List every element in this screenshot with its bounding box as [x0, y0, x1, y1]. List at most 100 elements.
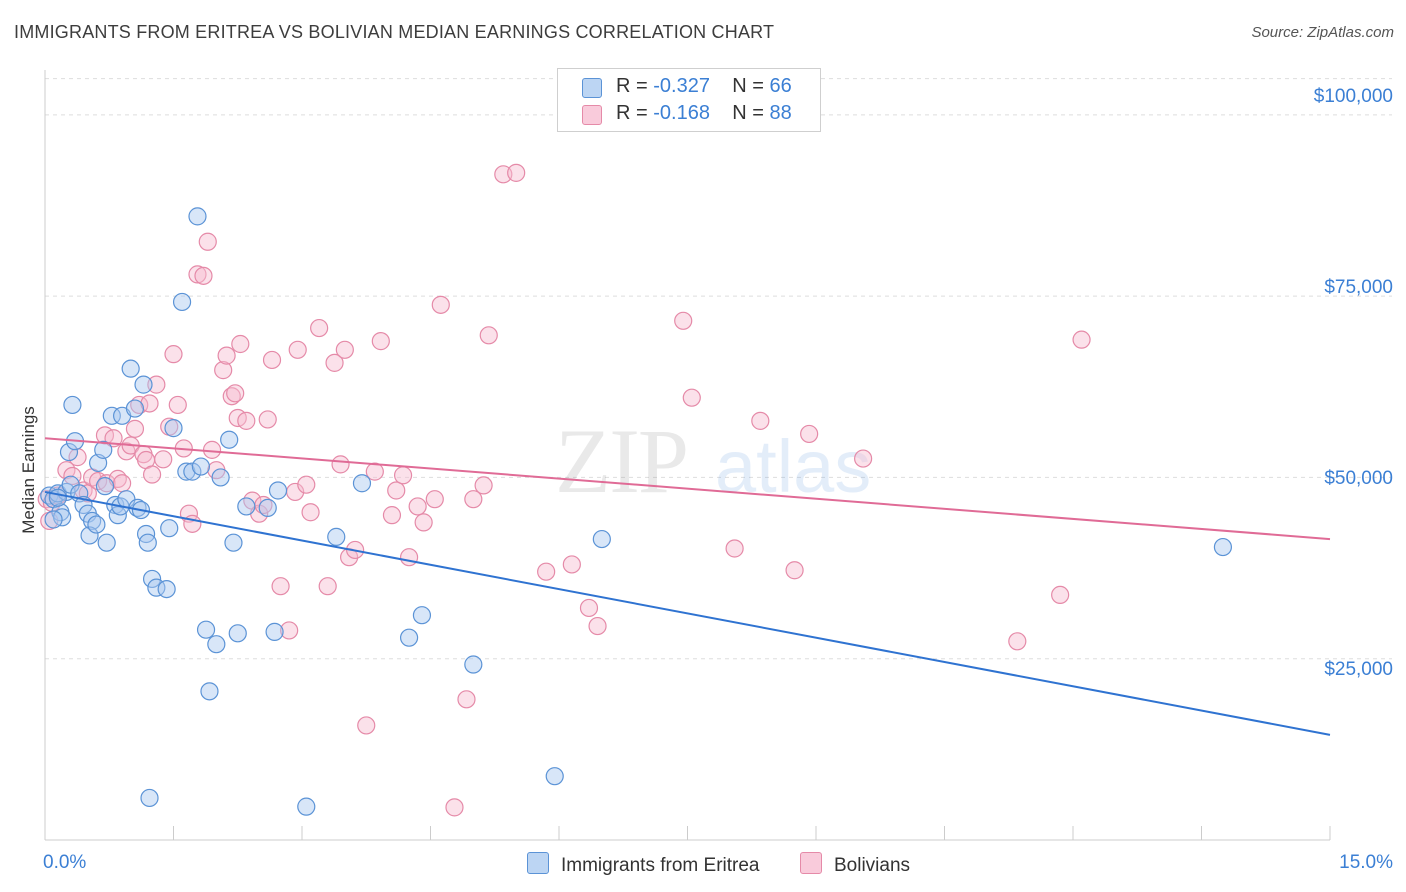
legend-r-value-eritrea: -0.327: [653, 75, 710, 97]
watermark-zip: ZIP: [555, 410, 687, 512]
bolivia-point-58: [331, 455, 350, 474]
eritrea-point-61: [140, 788, 159, 808]
y-axis-label: Median Earnings: [19, 406, 38, 534]
eritrea-point-19: [97, 533, 116, 552]
legend-swatch-eritrea: [582, 78, 602, 98]
eritrea-point-6: [59, 442, 79, 462]
axes: [44, 70, 1330, 841]
bolivia-point-84: [674, 311, 693, 330]
bolivia-point-77: [479, 326, 498, 345]
y-tick-label-50000: $50,000: [1324, 468, 1393, 489]
eritrea-point-63: [1213, 537, 1233, 557]
eritrea-point-59: [545, 767, 564, 786]
bolivia-point-88: [785, 561, 804, 580]
bolivia-point-63: [365, 462, 384, 481]
bolivia-point-62: [357, 716, 376, 735]
x-tick-marks: [44, 826, 1331, 840]
eritrea-point-48: [224, 533, 243, 552]
bolivia-point-24: [147, 375, 166, 394]
bolivia-point-57: [325, 353, 344, 372]
bottom-legend-label-eritrea: Immigrants from Eritrea: [561, 855, 760, 876]
bolivia-point-59: [335, 340, 354, 359]
eritrea-point-55: [352, 474, 372, 493]
bolivia-point-39: [222, 387, 241, 406]
bolivia-point-70: [414, 513, 433, 532]
bolivia-point-81: [562, 555, 581, 574]
trend-lines: [44, 437, 1331, 736]
chart-title: IMMIGRANTS FROM ERITREA VS BOLIVIAN MEDI…: [14, 22, 775, 42]
eritrea-point-62: [297, 797, 316, 816]
bolivia-point-83: [588, 616, 607, 636]
bolivia-point-23: [142, 465, 162, 484]
eritrea-point-33: [142, 569, 162, 589]
eritrea-point-46: [211, 468, 230, 487]
bolivia-point-69: [408, 497, 427, 516]
bolivia-point-72: [431, 295, 450, 314]
eritrea-point-60: [592, 529, 611, 549]
bolivia-point-43: [237, 411, 256, 430]
bolivia-point-52: [288, 340, 307, 359]
bottom-legend-bolivia[interactable]: Bolivians: [800, 852, 910, 877]
bolivia-point-47: [258, 410, 277, 429]
eritrea-point-37: [164, 419, 183, 438]
x-tick-label-min: 0.0%: [43, 852, 87, 873]
eritrea-point-41: [188, 207, 207, 226]
bolivia-point-42: [231, 334, 250, 354]
bolivia-point-32: [188, 265, 207, 284]
eritrea-point-26: [121, 359, 140, 378]
legend-swatch-bolivia: [582, 105, 602, 125]
eritrea-point-9: [63, 395, 82, 415]
bolivia-point-90: [854, 449, 873, 468]
eritrea-point-57: [412, 606, 432, 625]
bolivia-point-27: [164, 345, 183, 364]
bolivia-point-74: [457, 690, 476, 709]
watermark-atlas: atlas: [715, 425, 871, 508]
legend-n-value-bolivia: 88: [769, 102, 792, 124]
bolivia-point-15: [112, 474, 132, 493]
bolivia-point-34: [198, 232, 217, 251]
bolivia-point-18: [125, 419, 145, 438]
legend-r-value-bolivia: -0.168: [653, 102, 710, 124]
bolivia-trend-line: [44, 437, 1331, 541]
bottom-legend-swatch-eritrea: [527, 852, 549, 874]
bolivia-point-28: [168, 395, 187, 415]
bolivia-point-6: [68, 448, 87, 467]
eritrea-point-49: [228, 624, 247, 643]
eritrea-point-17: [94, 440, 113, 459]
legend-n-label-bolivia: N =: [732, 102, 770, 124]
eritrea-point-27: [125, 399, 145, 418]
eritrea-point-56: [399, 628, 419, 647]
bottom-legend-label-bolivia: Bolivians: [834, 855, 911, 876]
eritrea-point-36: [160, 519, 179, 538]
bolivia-point-76: [474, 476, 493, 495]
bolivia-point-38: [217, 346, 236, 365]
legend-n-value-eritrea: 66: [769, 75, 792, 97]
eritrea-point-35: [157, 580, 176, 599]
eritrea-point-65: [48, 488, 67, 507]
bolivia-point-66: [387, 481, 406, 500]
eritrea-point-51: [258, 498, 277, 517]
eritrea-point-18: [95, 477, 115, 496]
bolivia-point-91: [1008, 632, 1027, 651]
bolivia-point-73: [445, 798, 464, 817]
bolivia-point-85: [682, 388, 701, 407]
legend-r-label-bolivia: R =: [616, 102, 654, 124]
bottom-legend-swatch-bolivia: [800, 852, 822, 874]
bolivia-point-35: [202, 440, 222, 459]
bolivia-point-49: [271, 577, 290, 596]
bolivia-point-54: [301, 503, 320, 522]
y-tick-label-75000: $75,000: [1324, 277, 1393, 298]
bolivia-point-56: [318, 577, 337, 596]
bolivia-point-37: [214, 361, 233, 380]
bottom-legend-eritrea[interactable]: Immigrants from Eritrea: [527, 852, 759, 877]
watermark: ZIP atlas: [555, 410, 871, 512]
eritrea-point-14: [80, 526, 99, 545]
bolivia-point-93: [1072, 330, 1091, 349]
bolivia-point-79: [507, 163, 526, 182]
eritrea-point-42: [191, 457, 211, 476]
bolivia-point-48: [262, 350, 282, 370]
bolivia-point-82: [579, 598, 599, 618]
eritrea-point-20: [102, 406, 121, 425]
bolivia-point-80: [537, 562, 556, 581]
